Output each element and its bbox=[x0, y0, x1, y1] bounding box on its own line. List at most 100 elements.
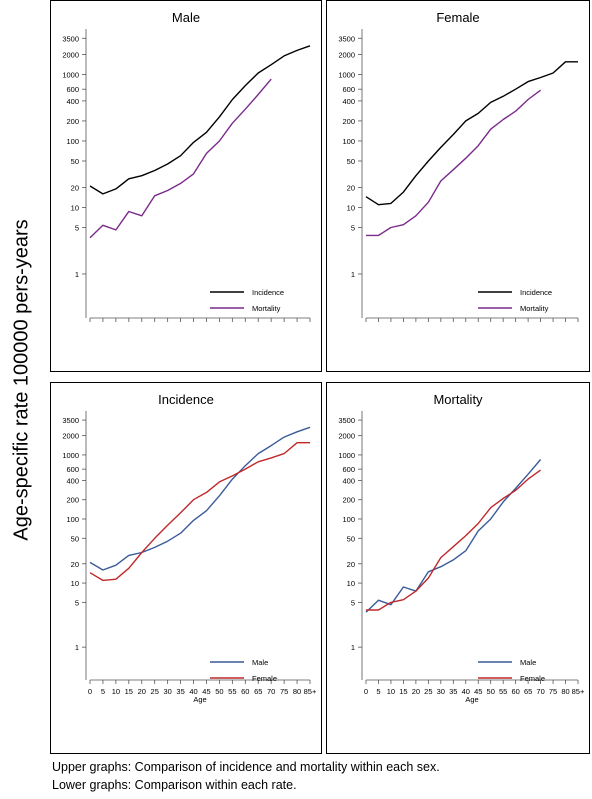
x-tick-label: 80 bbox=[293, 687, 301, 696]
y-tick-label: 50 bbox=[71, 157, 79, 166]
figure-caption: Upper graphs: Comparison of incidence an… bbox=[52, 758, 440, 794]
panel-frame bbox=[326, 382, 590, 754]
x-tick-label: 5 bbox=[101, 687, 105, 696]
y-tick-label: 10 bbox=[347, 203, 355, 212]
caption-line-lower: Lower graphs: Comparison within each rat… bbox=[52, 778, 297, 792]
y-tick-label: 1 bbox=[75, 643, 79, 652]
x-tick-label: 55 bbox=[499, 687, 507, 696]
y-tick-label: 20 bbox=[71, 560, 79, 569]
legend-label-mortality: Mortality bbox=[252, 304, 281, 313]
legend-label-male: Male bbox=[520, 658, 536, 667]
x-tick-label: 50 bbox=[487, 687, 495, 696]
chart-panel-incidence: Incidence1510205010020040060010002000350… bbox=[50, 382, 322, 754]
y-tick-label: 1000 bbox=[62, 70, 79, 79]
y-tick-label: 600 bbox=[66, 85, 79, 94]
y-axis-label-text: Age-specific rate 100000 pers-years bbox=[10, 219, 33, 541]
panel-frame bbox=[326, 0, 590, 372]
legend-label-male: Male bbox=[252, 658, 268, 667]
chart-title: Male bbox=[172, 10, 200, 25]
x-axis-title: Age bbox=[193, 695, 206, 704]
y-tick-label: 3500 bbox=[62, 416, 79, 425]
y-tick-label: 10 bbox=[347, 579, 355, 588]
y-tick-label: 1000 bbox=[338, 451, 355, 460]
x-tick-label: 60 bbox=[511, 687, 519, 696]
series-line-mortality bbox=[366, 89, 542, 237]
x-tick-label: 65 bbox=[254, 687, 262, 696]
y-tick-label: 100 bbox=[342, 515, 355, 524]
x-axis-title: Age bbox=[465, 695, 478, 704]
y-tick-label: 2000 bbox=[62, 50, 79, 59]
y-tick-label: 600 bbox=[342, 465, 355, 474]
x-tick-label: 0 bbox=[364, 687, 368, 696]
y-tick-label: 200 bbox=[342, 117, 355, 126]
y-tick-label: 100 bbox=[66, 515, 79, 524]
x-tick-label: 10 bbox=[112, 687, 120, 696]
y-tick-label: 2000 bbox=[338, 50, 355, 59]
y-tick-label: 50 bbox=[71, 534, 79, 543]
legend-label-incidence: Incidence bbox=[520, 288, 552, 297]
chart-panel-mortality: Mortality1510205010020040060010002000350… bbox=[326, 382, 590, 754]
y-tick-label: 10 bbox=[71, 203, 79, 212]
y-tick-label: 100 bbox=[342, 137, 355, 146]
y-tick-label: 600 bbox=[342, 85, 355, 94]
y-tick-label: 50 bbox=[347, 534, 355, 543]
y-tick-label: 3500 bbox=[62, 34, 79, 43]
x-tick-label: 40 bbox=[189, 687, 197, 696]
series-line-female bbox=[366, 469, 542, 611]
series-line-incidence bbox=[89, 45, 311, 195]
y-tick-label: 3500 bbox=[338, 416, 355, 425]
y-tick-label: 20 bbox=[347, 183, 355, 192]
y-tick-label: 20 bbox=[347, 560, 355, 569]
legend-label-female: Female bbox=[252, 674, 277, 683]
series-line-mortality bbox=[89, 78, 272, 239]
y-tick-label: 1000 bbox=[62, 451, 79, 460]
y-tick-label: 5 bbox=[351, 598, 355, 607]
x-tick-label: 45 bbox=[202, 687, 210, 696]
y-tick-label: 1000 bbox=[338, 70, 355, 79]
x-tick-label: 0 bbox=[88, 687, 92, 696]
panel-frame bbox=[50, 0, 322, 372]
legend-label-mortality: Mortality bbox=[520, 304, 549, 313]
y-tick-label: 200 bbox=[66, 496, 79, 505]
x-tick-label: 60 bbox=[241, 687, 249, 696]
x-tick-label: 30 bbox=[163, 687, 171, 696]
y-tick-label: 5 bbox=[75, 598, 79, 607]
y-tick-label: 2000 bbox=[338, 432, 355, 441]
chart-title: Mortality bbox=[433, 392, 483, 407]
series-line-female bbox=[89, 442, 310, 582]
y-tick-label: 400 bbox=[342, 97, 355, 106]
x-tick-label: 35 bbox=[449, 687, 457, 696]
series-line-incidence bbox=[365, 61, 578, 206]
x-tick-label: 75 bbox=[280, 687, 288, 696]
y-tick-label: 400 bbox=[66, 97, 79, 106]
x-tick-label: 15 bbox=[125, 687, 133, 696]
x-tick-label: 55 bbox=[228, 687, 236, 696]
x-tick-label: 10 bbox=[387, 687, 395, 696]
chart-title: Female bbox=[436, 10, 479, 25]
legend-label-incidence: Incidence bbox=[252, 288, 284, 297]
y-tick-label: 600 bbox=[66, 465, 79, 474]
y-tick-label: 20 bbox=[71, 183, 79, 192]
y-tick-label: 400 bbox=[342, 476, 355, 485]
y-tick-label: 10 bbox=[71, 579, 79, 588]
chart-title: Incidence bbox=[158, 392, 214, 407]
x-tick-label: 75 bbox=[549, 687, 557, 696]
x-tick-label: 20 bbox=[138, 687, 146, 696]
x-tick-label: 70 bbox=[267, 687, 275, 696]
x-tick-label: 30 bbox=[437, 687, 445, 696]
caption-line-upper: Upper graphs: Comparison of incidence an… bbox=[52, 760, 440, 774]
x-tick-label: 40 bbox=[462, 687, 470, 696]
x-tick-label: 85+ bbox=[304, 687, 317, 696]
y-tick-label: 50 bbox=[347, 157, 355, 166]
y-tick-label: 100 bbox=[66, 137, 79, 146]
x-tick-label: 70 bbox=[536, 687, 544, 696]
x-tick-label: 65 bbox=[524, 687, 532, 696]
legend-label-female: Female bbox=[520, 674, 545, 683]
x-tick-label: 85+ bbox=[572, 687, 585, 696]
x-tick-label: 25 bbox=[424, 687, 432, 696]
x-tick-label: 15 bbox=[399, 687, 407, 696]
x-tick-label: 25 bbox=[151, 687, 159, 696]
panel-frame bbox=[50, 382, 322, 754]
x-tick-label: 35 bbox=[176, 687, 184, 696]
x-tick-label: 45 bbox=[474, 687, 482, 696]
